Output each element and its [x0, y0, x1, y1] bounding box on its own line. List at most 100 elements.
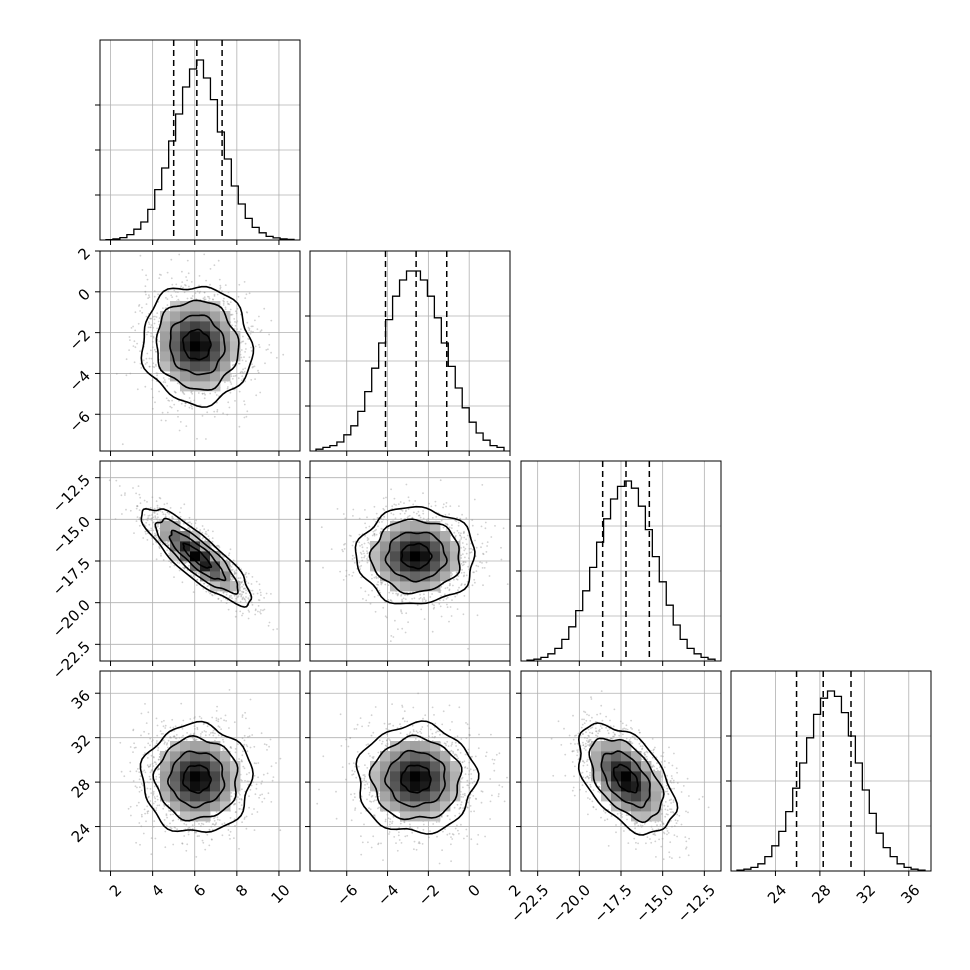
- sample-point: [437, 591, 440, 593]
- density-cell: [160, 311, 171, 322]
- sample-point: [359, 551, 362, 554]
- sample-point: [446, 596, 449, 599]
- contour-line: [354, 505, 476, 605]
- sample-point: [430, 505, 433, 508]
- sample-point: [129, 509, 132, 512]
- sample-point: [461, 564, 464, 567]
- sample-point: [157, 768, 160, 771]
- sample-point: [423, 618, 426, 620]
- density-cell: [230, 581, 241, 592]
- sample-point: [207, 590, 210, 593]
- sample-point: [206, 725, 209, 728]
- density-cell: [210, 351, 221, 362]
- sample-point: [178, 814, 181, 817]
- sample-point: [155, 763, 158, 765]
- sample-point: [405, 483, 408, 486]
- sample-point: [230, 575, 233, 578]
- sample-point: [203, 298, 206, 301]
- sample-point: [242, 765, 245, 768]
- sample-point: [226, 300, 229, 303]
- sample-point: [242, 612, 244, 615]
- sample-point: [431, 630, 434, 633]
- sample-point: [222, 555, 225, 558]
- sample-point: [203, 296, 206, 299]
- sample-point: [344, 517, 347, 520]
- sample-point: [247, 338, 250, 340]
- sample-point: [342, 550, 344, 553]
- sample-point: [230, 566, 233, 568]
- sample-point: [242, 596, 245, 599]
- sample-point: [160, 419, 163, 422]
- sample-point: [227, 386, 229, 388]
- sample-point: [170, 277, 173, 280]
- sample-point: [151, 517, 153, 520]
- sample-point: [372, 530, 375, 533]
- sample-point: [158, 496, 161, 499]
- sample-point: [156, 768, 159, 771]
- sample-point: [234, 374, 237, 377]
- sample-point: [217, 259, 220, 262]
- sample-point: [215, 736, 218, 739]
- sample-point: [152, 326, 155, 329]
- sample-point: [394, 517, 397, 520]
- sample-point: [259, 612, 262, 615]
- sample-point: [401, 612, 403, 615]
- sample-point: [270, 593, 272, 595]
- sample-point: [455, 520, 458, 523]
- sample-point: [183, 291, 186, 294]
- sample-point: [241, 716, 244, 718]
- sample-point: [360, 553, 363, 555]
- sample-point: [243, 598, 246, 600]
- sample-point: [219, 284, 222, 287]
- sample-point: [488, 575, 491, 577]
- sample-point: [181, 281, 184, 283]
- sample-point: [155, 316, 158, 318]
- sample-point: [156, 518, 158, 520]
- sample-point: [502, 527, 505, 530]
- sample-point: [378, 521, 381, 524]
- density-cell: [420, 531, 431, 542]
- sample-point: [150, 324, 153, 326]
- density-cell: [220, 331, 231, 342]
- sample-point: [376, 583, 378, 586]
- sample-point: [244, 367, 247, 370]
- sample-point: [367, 541, 370, 544]
- sample-point: [169, 813, 172, 816]
- sample-point: [382, 497, 385, 500]
- sample-point: [188, 527, 191, 529]
- sample-point: [145, 293, 147, 296]
- sample-point: [243, 416, 246, 419]
- sample-point: [158, 768, 160, 771]
- sample-point: [471, 519, 474, 521]
- sample-point: [255, 762, 258, 765]
- sample-point: [148, 514, 151, 517]
- density-cell: [220, 581, 231, 592]
- density-cell: [200, 381, 211, 392]
- histogram-step-2: [315, 270, 505, 451]
- sample-point: [445, 502, 448, 504]
- sample-point: [152, 362, 155, 365]
- sample-point: [255, 394, 258, 397]
- density-cell: [210, 341, 221, 352]
- sample-point: [166, 542, 169, 545]
- sample-point: [350, 535, 352, 537]
- sample-point: [204, 298, 207, 301]
- sample-point: [242, 335, 244, 338]
- sample-point: [227, 829, 230, 831]
- sample-point: [243, 281, 246, 283]
- sample-point: [179, 511, 181, 514]
- sample-point: [383, 515, 386, 518]
- sample-point: [404, 598, 407, 600]
- sample-point: [248, 806, 251, 809]
- sample-point: [218, 726, 221, 728]
- sample-point: [241, 375, 244, 378]
- sample-point: [152, 529, 155, 532]
- sample-point: [249, 788, 252, 791]
- density-panel-2-3: [305, 460, 511, 666]
- sample-point: [435, 516, 438, 518]
- sample-point: [463, 563, 465, 566]
- sample-point: [258, 583, 261, 586]
- sample-point: [257, 369, 259, 372]
- sample-point: [186, 297, 189, 300]
- sample-point: [136, 342, 139, 345]
